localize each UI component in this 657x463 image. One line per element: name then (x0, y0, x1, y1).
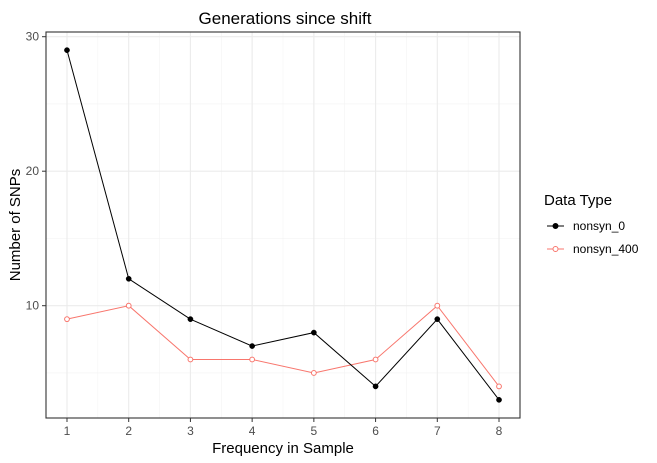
legend-title: Data Type (544, 192, 612, 209)
data-point-nonsyn_400 (310, 370, 317, 376)
y-tick-label: 20 (26, 164, 40, 178)
data-point-nonsyn_0 (434, 316, 441, 322)
legend-label: nonsyn_0 (573, 219, 625, 233)
legend-key-point (552, 223, 559, 229)
data-point-nonsyn_0 (249, 343, 255, 349)
data-point-nonsyn_400 (372, 356, 379, 363)
data-point-nonsyn_0 (496, 396, 502, 403)
grid-minor (46, 32, 520, 418)
series-line-nonsyn_400 (66, 304, 500, 387)
plot-border (45, 31, 521, 419)
series-line-nonsyn_0 (66, 50, 500, 401)
plot-panel (45, 31, 521, 419)
x-tick-label: 4 (249, 424, 256, 438)
x-tick-label: 3 (187, 424, 194, 438)
x-axis-ticks: 1 2 3 4 5 6 7 8 (64, 418, 503, 438)
series-nonsyn_400 (64, 302, 502, 390)
data-point-nonsyn_400 (64, 316, 70, 323)
data-point-nonsyn_400 (187, 356, 194, 363)
data-point-nonsyn_0 (187, 316, 194, 322)
y-tick-label: 30 (26, 30, 40, 44)
data-point-nonsyn_0 (64, 47, 70, 54)
x-tick-label: 1 (64, 424, 71, 438)
data-point-nonsyn_400 (496, 383, 502, 390)
legend-key-point (552, 246, 559, 252)
data-point-nonsyn_400 (249, 356, 256, 363)
x-tick-label: 2 (125, 424, 132, 438)
data-point-nonsyn_400 (434, 302, 441, 309)
chart-title: Generations since shift (199, 9, 372, 28)
y-tick-label: 10 (26, 299, 40, 313)
data-point-nonsyn_0 (372, 383, 379, 390)
legend-item-nonsyn_0: nonsyn_0 (547, 219, 625, 233)
legend: Data Type nonsyn_0 nonsyn_400 (544, 192, 639, 256)
legend-items: nonsyn_0 nonsyn_400 (547, 219, 639, 256)
x-tick-label: 6 (372, 424, 379, 438)
x-tick-label: 5 (311, 424, 318, 438)
x-tick-label: 8 (496, 424, 503, 438)
data-point-nonsyn_400 (125, 302, 132, 309)
y-axis-ticks: 10 20 30 (26, 30, 46, 313)
legend-item-nonsyn_400: nonsyn_400 (547, 242, 639, 256)
grid-major (46, 32, 520, 418)
x-axis-title: Frequency in Sample (212, 440, 354, 457)
data-point-nonsyn_0 (125, 275, 132, 282)
x-tick-label: 7 (434, 424, 441, 438)
legend-label: nonsyn_400 (573, 242, 639, 256)
series-nonsyn_0 (64, 47, 502, 403)
data-point-nonsyn_0 (311, 329, 317, 336)
series-layer (64, 47, 502, 403)
y-axis-title: Number of SNPs (7, 169, 24, 282)
